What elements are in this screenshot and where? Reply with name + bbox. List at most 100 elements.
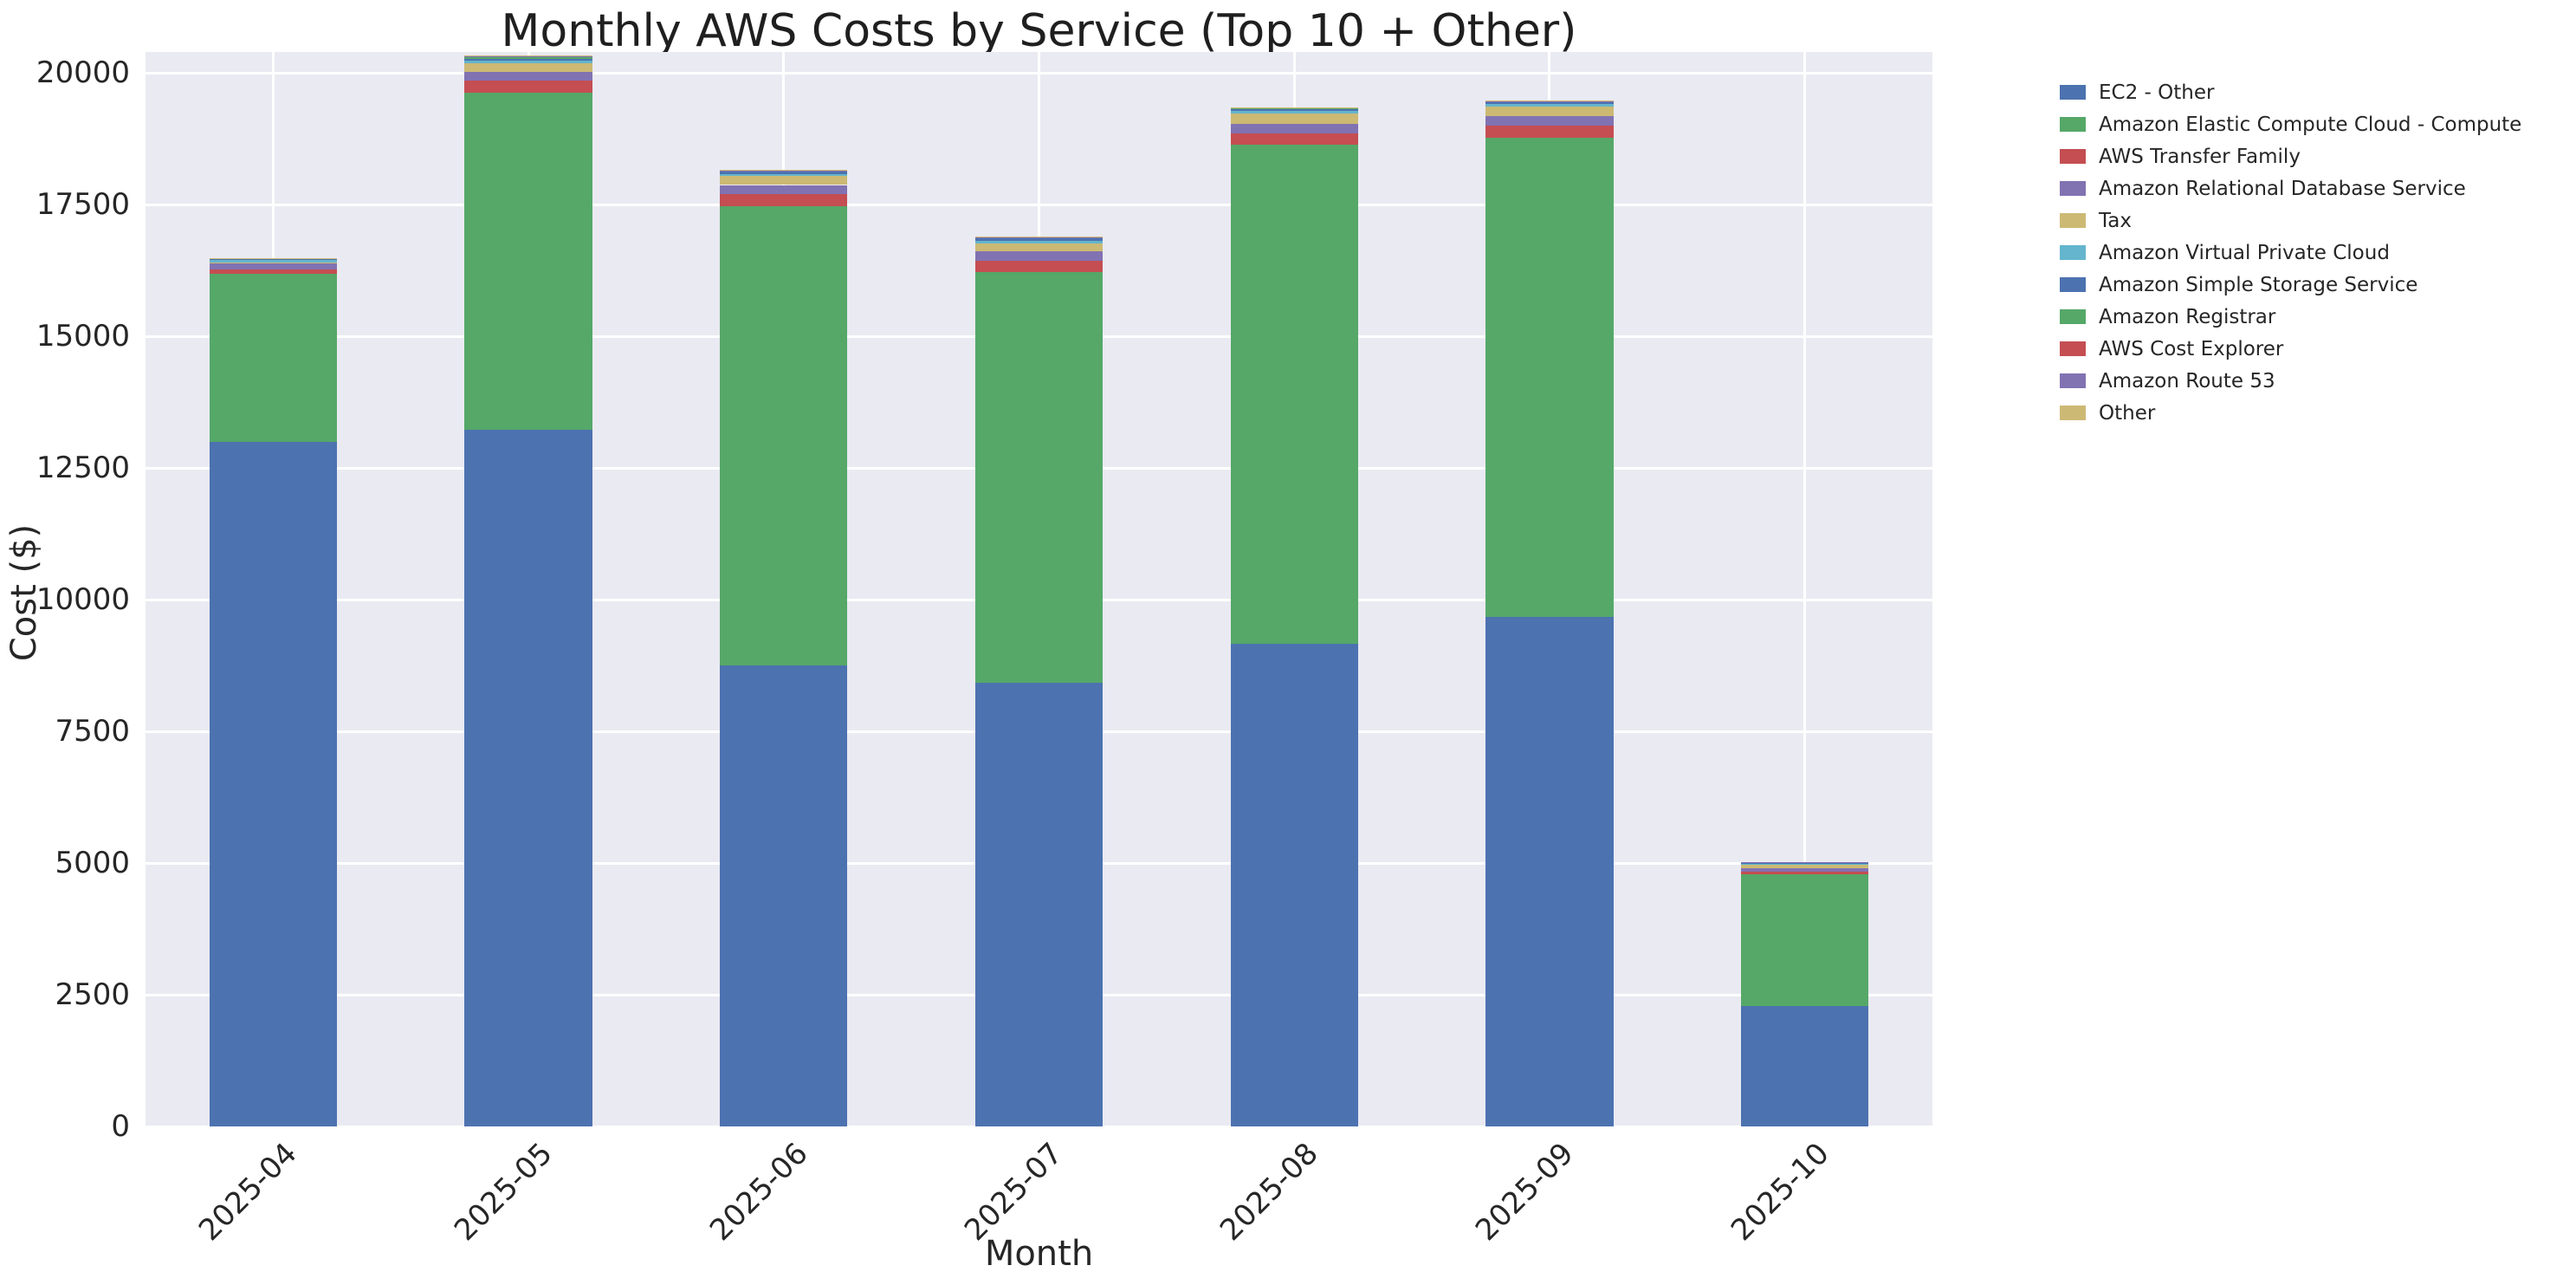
bar-segment (1740, 867, 1869, 872)
bar-segment (974, 237, 1104, 241)
bar-segment (974, 682, 1104, 1126)
bar-segment (1740, 1005, 1869, 1126)
bar-segment (209, 260, 338, 263)
bar-2025-10 (1740, 862, 1869, 1126)
bar-2025-05 (464, 55, 592, 1126)
bar-segment (1230, 107, 1358, 108)
bar-2025-06 (720, 169, 848, 1126)
x-tick-label: 2025-10 (1724, 1136, 1836, 1249)
legend-label: Amazon Elastic Compute Cloud - Compute (2099, 113, 2522, 136)
bar-segment (1485, 138, 1614, 617)
bar-segment (464, 430, 592, 1126)
legend-label: Amazon Simple Storage Service (2099, 273, 2418, 296)
bar-segment (1230, 114, 1358, 124)
bar-segment (720, 665, 848, 1126)
bar-segment (1740, 862, 1869, 865)
y-tick-label: 7500 (55, 714, 130, 750)
legend-label: EC2 - Other (2099, 81, 2215, 104)
bar-2025-07 (974, 237, 1104, 1126)
legend: EC2 - Other Amazon Elastic Compute Cloud … (2060, 76, 2521, 429)
x-tick-label: 2025-05 (447, 1136, 560, 1249)
y-axis-label: Cost ($) (4, 523, 44, 662)
legend-swatch (2060, 309, 2086, 324)
legend-item: Amazon Registrar (2060, 301, 2521, 333)
bar-segment (209, 269, 338, 274)
bar-segment (1230, 144, 1358, 644)
bar-segment (974, 240, 1104, 243)
bar-segment (464, 55, 592, 57)
bar-segment (1485, 616, 1614, 1126)
bar-segment (720, 171, 848, 174)
bar-segment (209, 273, 338, 442)
bar-segment (974, 261, 1104, 273)
y-tick-label: 10000 (36, 582, 130, 618)
bar-segment (1485, 126, 1614, 139)
legend-label: Amazon Relational Database Service (2099, 177, 2466, 200)
legend-swatch (2060, 245, 2086, 260)
bar-segment (1230, 111, 1358, 114)
bar-segment (464, 58, 592, 62)
bar-segment (974, 243, 1104, 252)
bar-segment (720, 176, 848, 185)
bar-segment (464, 61, 592, 64)
legend-swatch (2060, 213, 2086, 228)
legend-swatch (2060, 181, 2086, 196)
legend-item: EC2 - Other (2060, 76, 2521, 108)
y-tick-label: 5000 (55, 846, 130, 881)
x-tick-label: 2025-07 (958, 1136, 1071, 1249)
legend-item: Amazon Elastic Compute Cloud - Compute (2060, 108, 2521, 140)
v-gridline (1803, 52, 1807, 1126)
legend-swatch (2060, 341, 2086, 356)
bar-segment (974, 251, 1104, 262)
bar-segment (1230, 123, 1358, 133)
bar-segment (1485, 107, 1614, 116)
bar-2025-09 (1485, 100, 1614, 1126)
bar-segment (974, 272, 1104, 683)
legend-item: AWS Cost Explorer (2060, 333, 2521, 365)
bar-segment (720, 173, 848, 177)
x-tick-label: 2025-08 (1214, 1136, 1325, 1249)
bar-segment (464, 63, 592, 72)
legend-item: Other (2060, 397, 2521, 429)
x-tick-label: 2025-09 (1468, 1136, 1581, 1249)
legend-swatch (2060, 373, 2086, 388)
chart-title: Monthly AWS Costs by Service (Top 10 + O… (501, 5, 1577, 57)
bar-segment (1740, 874, 1869, 1006)
legend-item: Amazon Simple Storage Service (2060, 269, 2521, 301)
bar-segment (464, 92, 592, 431)
bar-segment (464, 71, 592, 81)
legend-item: Amazon Route 53 (2060, 365, 2521, 397)
bar-segment (1740, 864, 1869, 868)
bar-segment (209, 262, 338, 269)
bar-segment (464, 56, 592, 59)
bar-segment (720, 169, 848, 171)
plot-area (146, 52, 1932, 1126)
bar-segment (1485, 115, 1614, 127)
bar-segment (1230, 643, 1358, 1126)
bar-segment (464, 80, 592, 93)
legend-label: Amazon Route 53 (2099, 369, 2275, 393)
bar-segment (464, 55, 592, 56)
bar-segment (1230, 107, 1358, 112)
legend-label: Tax (2099, 209, 2132, 232)
legend-label: AWS Transfer Family (2099, 145, 2301, 168)
legend-label: Amazon Registrar (2099, 305, 2276, 328)
legend-swatch (2060, 277, 2086, 292)
bar-segment (209, 441, 338, 1126)
bar-segment (1485, 101, 1614, 105)
legend-item: Amazon Virtual Private Cloud (2060, 237, 2521, 269)
x-axis-label: Month (984, 1234, 1094, 1274)
bar-2025-04 (209, 257, 338, 1126)
x-tick-label: 2025-04 (192, 1136, 304, 1249)
bar-segment (720, 185, 848, 195)
legend-item: AWS Transfer Family (2060, 140, 2521, 172)
legend-swatch (2060, 85, 2086, 100)
bar-segment (1485, 104, 1614, 107)
bar-segment (209, 258, 338, 261)
y-tick-label: 0 (111, 1109, 130, 1144)
legend-label: AWS Cost Explorer (2099, 337, 2284, 360)
y-tick-label: 2500 (55, 977, 130, 1013)
bar-segment (720, 194, 848, 207)
bar-segment (1230, 133, 1358, 145)
